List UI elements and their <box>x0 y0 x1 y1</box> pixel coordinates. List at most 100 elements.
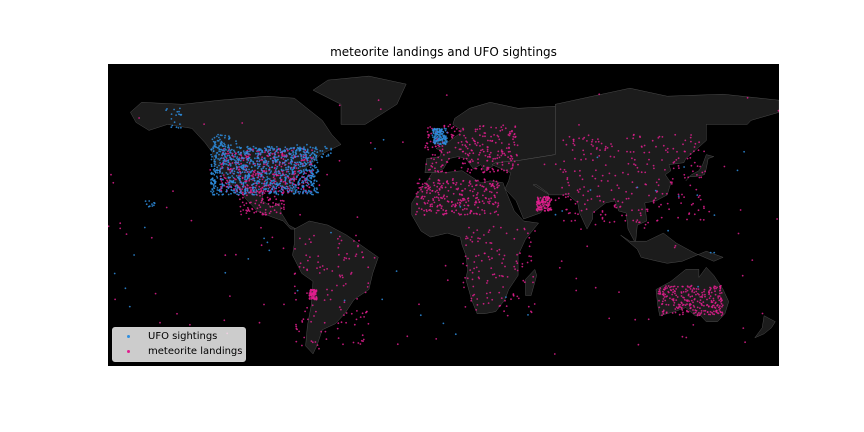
meteorite-point <box>563 168 566 171</box>
meteorite-point <box>584 158 587 160</box>
ufo-point <box>440 143 442 146</box>
ufo-point <box>298 172 301 174</box>
ufo-point <box>289 168 292 170</box>
ufo-point <box>419 314 422 317</box>
meteorite-point <box>486 297 489 299</box>
meteorite-point <box>315 298 318 301</box>
ufo-point <box>238 153 241 156</box>
ufo-point <box>309 166 312 169</box>
meteorite-point <box>350 273 352 275</box>
legend-label-ufo: UFO sightings <box>148 331 218 342</box>
meteorite-point <box>231 162 234 164</box>
meteorite-point <box>275 202 277 205</box>
meteorite-point <box>463 204 466 207</box>
meteorite-point <box>495 276 497 279</box>
ufo-point <box>275 169 277 171</box>
meteorite-point <box>283 154 286 157</box>
meteorite-point <box>491 160 494 163</box>
ufo-point <box>260 151 262 154</box>
ufo-point <box>143 226 146 229</box>
meteorite-point <box>294 272 297 275</box>
meteorite-point <box>496 206 499 208</box>
meteorite-point <box>663 288 666 291</box>
ufo-point <box>226 185 229 188</box>
meteorite-point <box>477 237 479 240</box>
ufo-point <box>309 192 312 195</box>
meteorite-point <box>352 341 355 344</box>
ufo-point <box>713 214 716 217</box>
meteorite-point <box>492 179 495 182</box>
meteorite-point <box>715 309 718 312</box>
ufo-point <box>268 168 270 171</box>
meteorite-point <box>429 203 432 206</box>
ufo-point <box>254 164 257 167</box>
meteorite-point <box>260 190 262 193</box>
meteorite-point <box>315 310 317 313</box>
ufo-point <box>274 153 277 156</box>
ufo-point <box>316 191 319 194</box>
ufo-point <box>252 186 255 189</box>
meteorite-point <box>450 201 453 204</box>
ufo-point <box>266 145 269 148</box>
meteorite-point <box>245 212 248 215</box>
ufo-point <box>272 185 275 187</box>
meteorite-point <box>702 301 705 303</box>
meteorite-point <box>429 140 432 143</box>
ufo-point <box>311 164 314 167</box>
ufo-point <box>435 133 438 136</box>
ufo-point <box>271 166 274 168</box>
ufo-point <box>244 178 246 181</box>
ufo-point <box>280 180 283 183</box>
meteorite-point <box>712 297 715 300</box>
meteorite-point <box>592 159 594 162</box>
meteorite-point <box>455 188 458 190</box>
meteorite-point <box>713 310 715 313</box>
meteorite-point <box>337 322 340 325</box>
meteorite-point <box>662 144 665 147</box>
meteorite-point <box>501 152 504 155</box>
ufo-point <box>277 193 280 196</box>
meteorite-point <box>706 311 709 314</box>
ufo-point <box>297 164 300 166</box>
ufo-point <box>313 189 316 192</box>
meteorite-point <box>338 242 341 245</box>
ufo-point <box>235 189 238 191</box>
ufo-point <box>307 156 310 159</box>
ufo-point <box>178 113 180 115</box>
meteorite-point <box>675 159 678 161</box>
meteorite-point <box>461 162 464 164</box>
meteorite-point <box>462 150 465 153</box>
meteorite-point <box>487 139 489 142</box>
ufo-point <box>227 144 230 147</box>
meteorite-point <box>431 205 434 208</box>
ufo-point <box>290 153 292 155</box>
meteorite-point <box>226 152 228 155</box>
ufo-point <box>215 154 217 156</box>
meteorite-point <box>685 288 687 291</box>
meteorite-point <box>336 327 339 330</box>
meteorite-point <box>337 247 340 249</box>
meteorite-point <box>591 175 594 178</box>
ufo-point <box>258 188 260 191</box>
meteorite-point <box>340 321 343 324</box>
ufo-point <box>275 187 277 190</box>
meteorite-point <box>338 235 341 238</box>
meteorite-point <box>402 141 404 143</box>
meteorite-point <box>707 313 710 316</box>
ufo-point <box>235 168 238 170</box>
meteorite-point <box>356 298 358 300</box>
ufo-point <box>213 187 216 190</box>
ufo-point <box>291 171 294 174</box>
ufo-point <box>298 192 301 195</box>
ufo-point <box>233 151 236 153</box>
ufo-point <box>246 153 249 155</box>
meteorite-point <box>345 321 347 324</box>
meteorite-point <box>497 135 500 138</box>
ufo-point <box>284 150 286 153</box>
meteorite-point <box>578 124 580 126</box>
meteorite-point <box>544 198 547 201</box>
ufo-point <box>180 126 182 129</box>
meteorite-point <box>240 162 243 165</box>
meteorite-point <box>661 300 664 303</box>
meteorite-point <box>562 139 565 142</box>
